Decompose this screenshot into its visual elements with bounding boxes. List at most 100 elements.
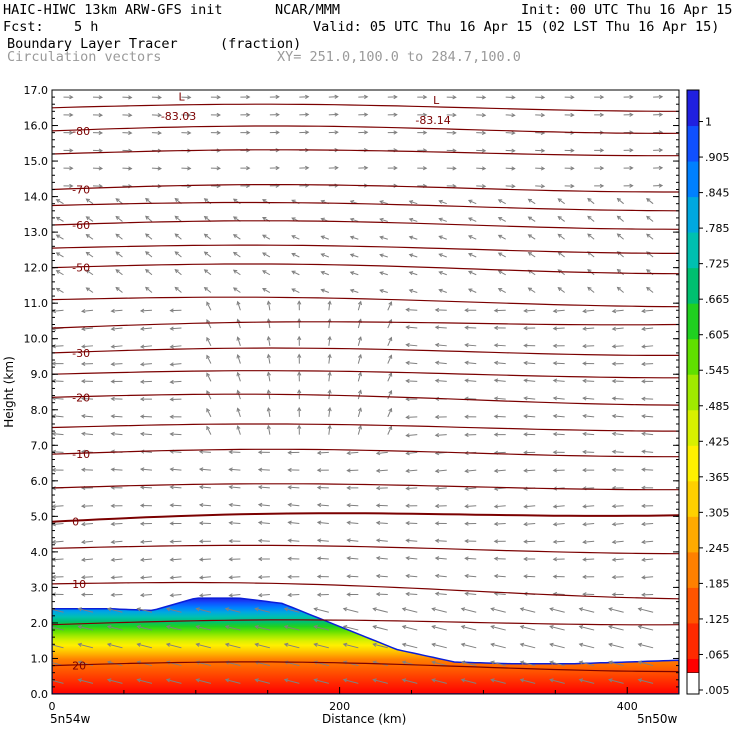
vector-shaft xyxy=(406,557,418,560)
circulation-vector xyxy=(464,556,477,561)
vector-shaft xyxy=(343,679,359,684)
vector-head xyxy=(275,112,280,117)
vector-head xyxy=(464,521,469,526)
vector-shaft xyxy=(229,576,241,579)
vector-head xyxy=(139,362,145,367)
vector-head xyxy=(493,432,499,437)
vector-head xyxy=(629,165,634,171)
vector-shaft xyxy=(233,234,241,240)
vector-shaft xyxy=(52,626,64,631)
circulation-vector xyxy=(408,271,418,276)
vector-head xyxy=(523,360,528,366)
vector-shaft xyxy=(402,679,418,684)
vector-head xyxy=(464,325,469,330)
vector-head xyxy=(481,113,487,118)
circulation-vector xyxy=(198,449,211,454)
vector-head xyxy=(363,94,369,99)
circulation-vector xyxy=(460,678,477,684)
vector-head xyxy=(549,624,554,630)
annotation-label: L xyxy=(179,91,186,104)
vector-shaft xyxy=(145,215,153,222)
vector-head xyxy=(467,288,473,293)
vector-shaft xyxy=(612,433,624,436)
circulation-vector xyxy=(405,486,418,491)
vector-head xyxy=(262,199,267,203)
circulation-vector xyxy=(446,112,457,118)
vector-head xyxy=(611,378,616,384)
vector-head xyxy=(110,557,115,562)
vector-head xyxy=(611,344,617,349)
vector-head xyxy=(527,198,533,203)
circulation-vector xyxy=(139,503,152,508)
valid-time: Valid: 05 UTC Thu 16 Apr 15 (02 LST Thu … xyxy=(313,19,720,35)
vector-shaft xyxy=(52,558,64,561)
circulation-vector xyxy=(139,467,152,472)
vector-shaft xyxy=(553,415,565,418)
vector-head xyxy=(464,556,469,561)
vector-shaft xyxy=(347,504,359,507)
circulation-vector xyxy=(55,199,64,205)
vector-head xyxy=(641,575,646,580)
vector-head xyxy=(582,361,587,366)
isotherm-contour: 20 xyxy=(52,660,679,673)
vector-shaft xyxy=(52,679,64,684)
circulation-vector xyxy=(236,371,241,382)
vector-head xyxy=(549,660,554,665)
isotherm-contour xyxy=(52,423,679,432)
circulation-vector xyxy=(523,504,536,509)
circulation-vector xyxy=(328,94,339,99)
circulation-vector xyxy=(169,539,182,544)
vector-shaft xyxy=(406,416,418,418)
contour-line xyxy=(52,581,679,600)
vector-head xyxy=(401,678,407,683)
vector-shaft xyxy=(638,625,654,631)
vector-shaft xyxy=(237,319,241,329)
vector-head xyxy=(157,95,162,100)
vector-head xyxy=(641,431,646,436)
circulation-vector xyxy=(320,235,330,240)
vector-shaft xyxy=(583,415,595,418)
circulation-vector xyxy=(387,112,398,117)
circulation-vector xyxy=(552,326,565,331)
vector-head xyxy=(80,361,86,366)
vector-head xyxy=(228,593,233,598)
circulation-vector xyxy=(564,95,575,100)
circulation-vector xyxy=(523,539,536,544)
circulation-vector xyxy=(467,235,477,240)
vector-shaft xyxy=(528,198,536,205)
vector-shaft xyxy=(199,504,211,507)
circulation-vector xyxy=(174,251,182,258)
vector-head xyxy=(139,467,145,472)
vector-head xyxy=(198,485,204,490)
vector-shaft xyxy=(52,397,64,400)
vector-head xyxy=(145,286,150,291)
y-tick-label: 5.0 xyxy=(31,510,49,523)
circulation-vector xyxy=(80,379,93,384)
vector-shaft xyxy=(646,216,654,222)
circulation-vector xyxy=(346,538,359,543)
vector-head xyxy=(552,361,558,366)
vector-head xyxy=(490,642,495,647)
vector-head xyxy=(128,113,133,118)
vector-shaft xyxy=(81,576,94,578)
vector-head xyxy=(587,197,592,203)
vector-shaft xyxy=(284,679,300,684)
vector-head xyxy=(438,253,443,258)
vector-shaft xyxy=(376,522,388,524)
vector-head xyxy=(434,468,440,474)
vector-head xyxy=(283,624,289,630)
vector-shaft xyxy=(199,468,211,471)
circulation-vector xyxy=(641,539,654,545)
circulation-vector xyxy=(623,183,634,188)
vector-head xyxy=(523,556,528,562)
circulation-vector xyxy=(316,450,329,455)
vector-head xyxy=(608,642,613,647)
vector-shaft xyxy=(317,504,329,507)
vector-shaft xyxy=(494,344,506,347)
circulation-vector xyxy=(316,502,329,508)
circulation-vector xyxy=(405,468,418,474)
vector-shaft xyxy=(145,251,153,258)
circulation-vector xyxy=(587,286,595,293)
vector-shaft xyxy=(435,557,447,560)
vector-shaft xyxy=(140,309,152,312)
